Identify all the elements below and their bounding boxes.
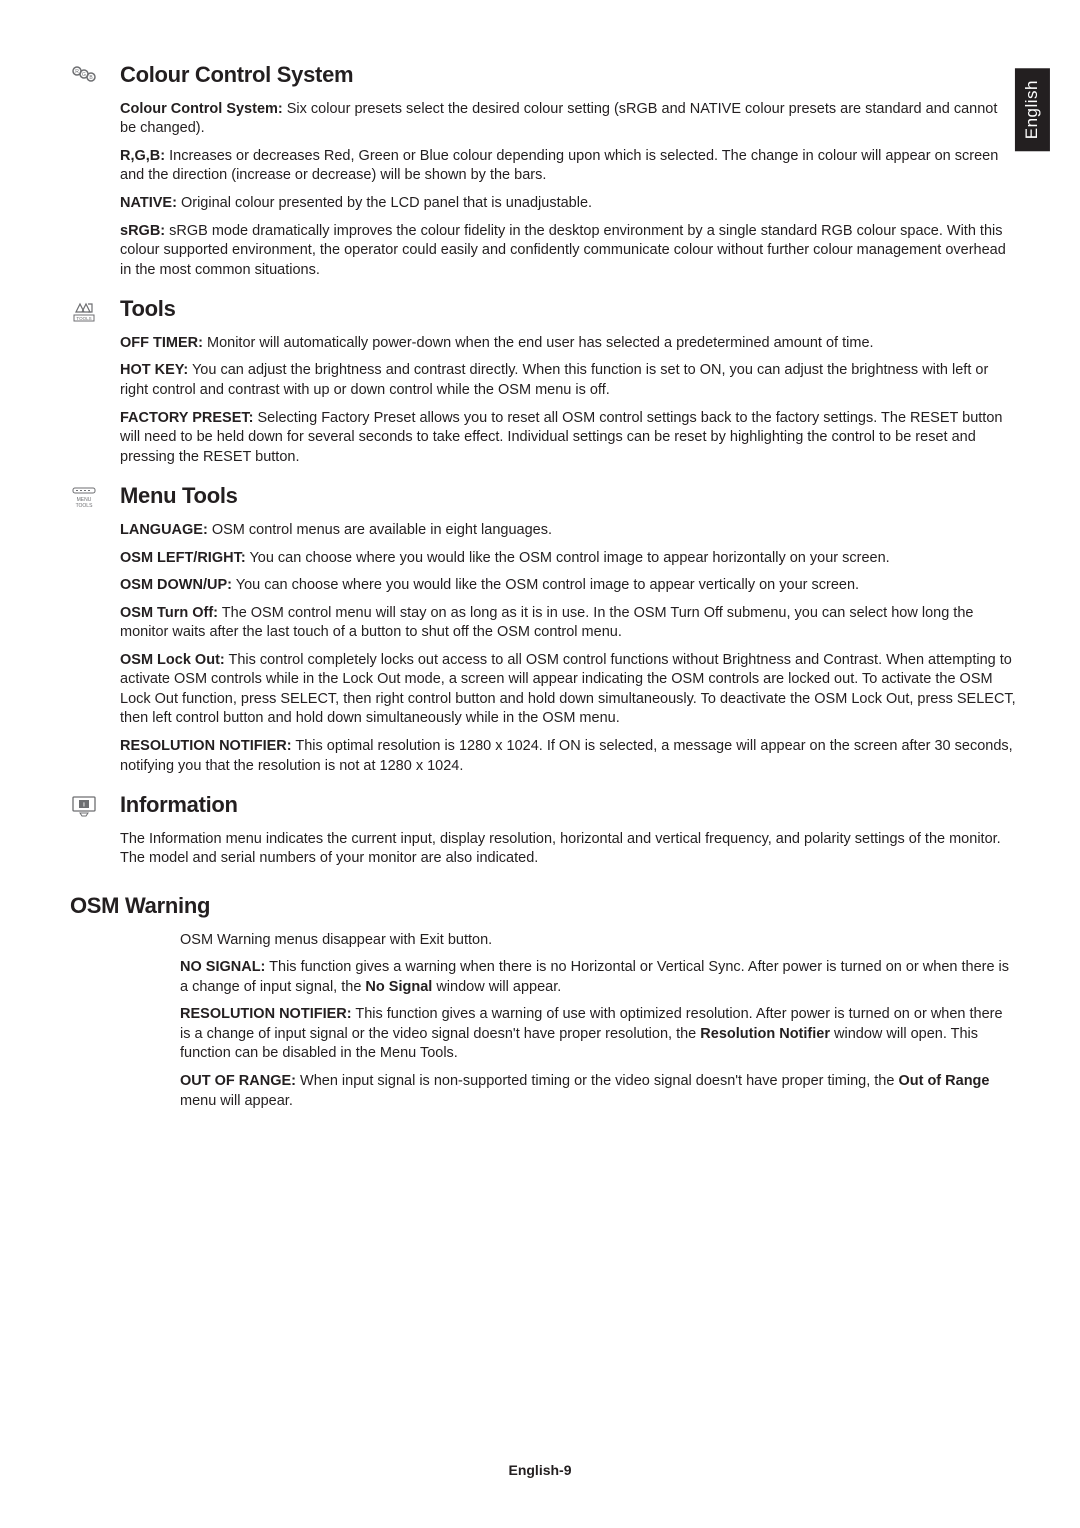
section-osm-warning: OSM Warning OSM Warning menus disappear … <box>70 891 1016 1111</box>
page-footer: English-9 <box>0 1461 1080 1480</box>
section-menu-tools: MENU TOOLS Menu Tools LANGUAGE: OSM cont… <box>70 481 1016 784</box>
section-tools: TOOLS Tools OFF TIMER: Monitor will auto… <box>70 294 1016 475</box>
osm-warning-item: OUT OF RANGE: When input signal is non-s… <box>180 1072 1016 1111</box>
tools-item: FACTORY PRESET: Selecting Factory Preset… <box>120 409 1016 468</box>
colour-control-item: R,G,B: Increases or decreases Red, Green… <box>120 147 1016 186</box>
tools-icon: TOOLS <box>70 298 120 326</box>
osm-warning-item: NO SIGNAL: This function gives a warning… <box>180 958 1016 997</box>
osm-warning-item: RESOLUTION NOTIFIER: This function gives… <box>180 1005 1016 1064</box>
menu-tools-item: RESOLUTION NOTIFIER: This optimal resolu… <box>120 737 1016 776</box>
osm-warning-intro: OSM Warning menus disappear with Exit bu… <box>180 931 1016 951</box>
colour-control-heading: Colour Control System <box>120 60 1016 90</box>
svg-text:TOOLS: TOOLS <box>76 503 94 509</box>
tools-item: OFF TIMER: Monitor will automatically po… <box>120 334 1016 354</box>
language-tab: English <box>1015 68 1050 151</box>
menu-tools-item: LANGUAGE: OSM control menus are availabl… <box>120 521 1016 541</box>
information-icon: i <box>70 794 120 818</box>
colour-control-item: Colour Control System: Six colour preset… <box>120 100 1016 139</box>
menu-tools-icon: MENU TOOLS <box>70 485 120 513</box>
information-heading: Information <box>120 790 1016 820</box>
colour-control-item: NATIVE: Original colour presented by the… <box>120 194 1016 214</box>
menu-tools-item: OSM Lock Out: This control completely lo… <box>120 651 1016 729</box>
tools-item: HOT KEY: You can adjust the brightness a… <box>120 361 1016 400</box>
menu-tools-item: OSM LEFT/RIGHT: You can choose where you… <box>120 549 1016 569</box>
svg-text:G: G <box>82 72 86 78</box>
osm-warning-heading: OSM Warning <box>70 891 1016 921</box>
colour-control-item: sRGB: sRGB mode dramatically improves th… <box>120 222 1016 281</box>
information-body: The Information menu indicates the curre… <box>120 830 1016 869</box>
tools-heading: Tools <box>120 294 1016 324</box>
menu-tools-heading: Menu Tools <box>120 481 1016 511</box>
section-information: i Information The Information menu indic… <box>70 790 1016 877</box>
section-colour-control: R G B Colour Control System Colour Contr… <box>70 60 1016 288</box>
svg-text:TOOLS: TOOLS <box>76 316 91 321</box>
menu-tools-item: OSM DOWN/UP: You can choose where you wo… <box>120 576 1016 596</box>
rgb-icon: R G B <box>70 64 120 84</box>
menu-tools-item: OSM Turn Off: The OSM control menu will … <box>120 604 1016 643</box>
svg-text:R: R <box>75 69 79 75</box>
